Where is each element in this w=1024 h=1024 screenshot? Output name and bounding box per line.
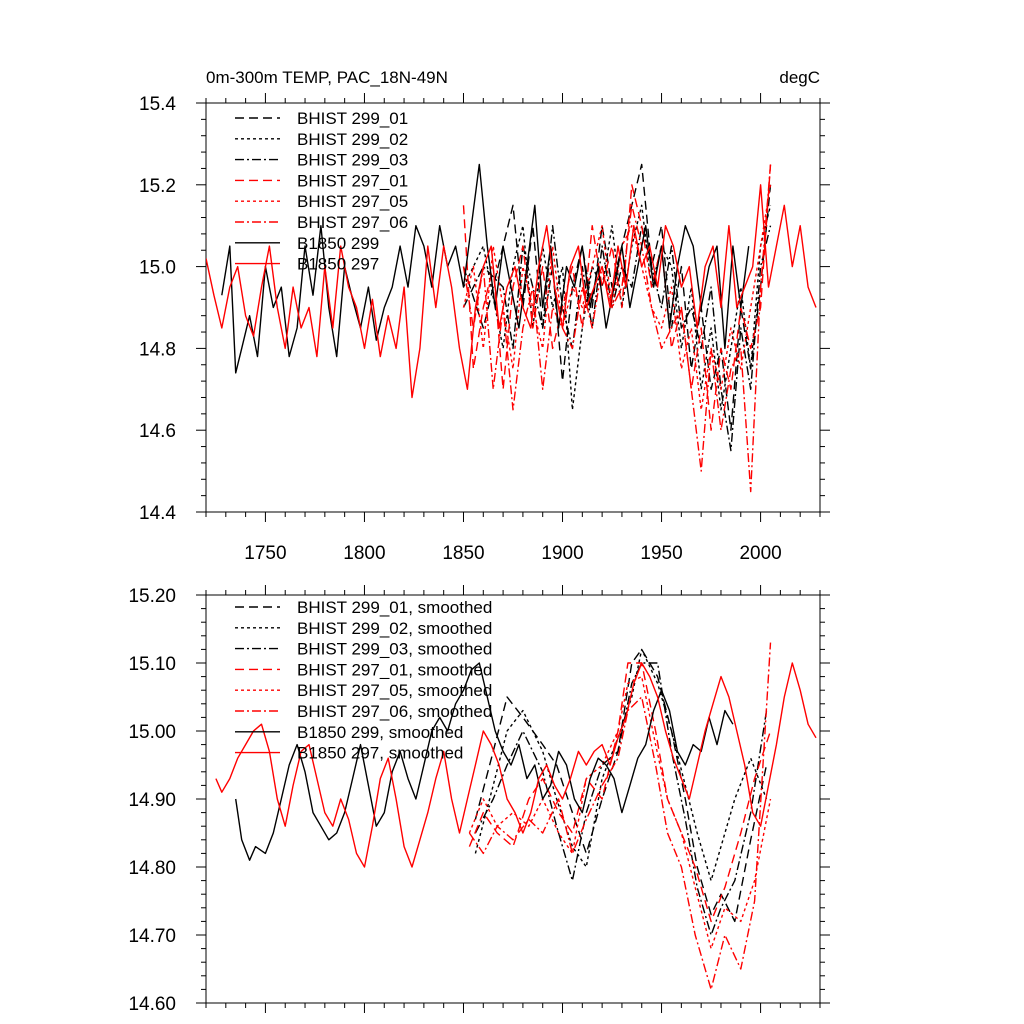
y-tick-label: 15.4 — [139, 94, 176, 115]
legend-label: BHIST 297_06 — [297, 213, 408, 232]
series-line-bhist-299-01-smoothed — [474, 648, 768, 923]
x-tick-label: 1750 — [244, 543, 286, 564]
series-line-bhist-299-03-smoothed — [474, 662, 768, 936]
legend-label: BHIST 297_06, smoothed — [297, 702, 492, 721]
legend-label: BHIST 299_01 — [297, 109, 408, 128]
series-line-b1850-299-smoothed — [235, 662, 734, 861]
series-line-bhist-297-06-smoothed — [468, 642, 772, 991]
legend-label: BHIST 299_03, smoothed — [297, 640, 492, 659]
series-line-b1850-299 — [221, 163, 750, 374]
legend-label: BHIST 299_02, smoothed — [297, 619, 492, 638]
series-group — [215, 642, 817, 991]
y-tick-label: 15.00 — [128, 722, 176, 743]
y-tick-label: 14.60 — [128, 994, 176, 1015]
series-line-bhist-297-06 — [462, 164, 772, 493]
legend-label: B1850 299 — [297, 234, 379, 253]
y-tick-label: 15.0 — [139, 258, 176, 279]
units-label: degC — [779, 68, 820, 87]
legend-label: BHIST 297_01 — [297, 171, 408, 190]
legend-label: B1850 297, smoothed — [297, 744, 463, 763]
legend-label: BHIST 299_03 — [297, 151, 408, 170]
series-line-bhist-299-02-smoothed — [474, 648, 768, 882]
series-group — [206, 163, 817, 493]
series-line-bhist-297-01-smoothed — [468, 662, 772, 923]
series-line-b1850-297-smoothed — [215, 662, 817, 868]
legend-label: BHIST 299_02 — [297, 130, 408, 149]
chart-title: 0m-300m TEMP, PAC_18N-49N — [206, 68, 448, 87]
series-line-bhist-299-01 — [462, 163, 772, 431]
x-tick-label: 1900 — [541, 543, 583, 564]
x-tick-label: 1950 — [640, 543, 682, 564]
legend-label: BHIST 297_01, smoothed — [297, 660, 492, 679]
series-line-b1850-297 — [206, 184, 817, 399]
y-tick-label: 15.10 — [128, 654, 176, 675]
series-line-bhist-297-05-smoothed — [468, 675, 772, 950]
x-tick-label: 1800 — [343, 543, 385, 564]
legend-label: B1850 297 — [297, 255, 379, 274]
top-panel: 0m-300m TEMP, PAC_18N-49N degC 1750 1800 185… — [139, 68, 830, 564]
y-tick-label: 14.90 — [128, 790, 176, 811]
plot-frame — [205, 102, 821, 513]
y-tick-label: 14.8 — [139, 339, 176, 360]
x-tick-label: 2000 — [739, 543, 781, 564]
y-tick-label: 14.80 — [128, 858, 176, 879]
y-tick-label: 14.6 — [139, 421, 176, 442]
y-tick-label: 15.2 — [139, 176, 176, 197]
legend-label: B1850 299, smoothed — [297, 723, 463, 742]
y-tick-label: 14.4 — [139, 503, 176, 524]
series-line-bhist-299-03 — [462, 224, 772, 452]
x-tick-label: 1850 — [442, 543, 484, 564]
y-tick-label: 14.70 — [128, 926, 176, 947]
series-line-bhist-297-05 — [462, 184, 772, 411]
legend-label: BHIST 299_01, smoothed — [297, 598, 492, 617]
bottom-panel: 14.60 14.70 14.80 14.90 15.00 15.10 15.20 BHIST… — [128, 585, 830, 1015]
legend-label: BHIST 297_05, smoothed — [297, 681, 492, 700]
y-tick-label: 15.20 — [128, 586, 176, 607]
series-line-bhist-297-01 — [462, 164, 772, 431]
legend-label: BHIST 297_05 — [297, 192, 408, 211]
